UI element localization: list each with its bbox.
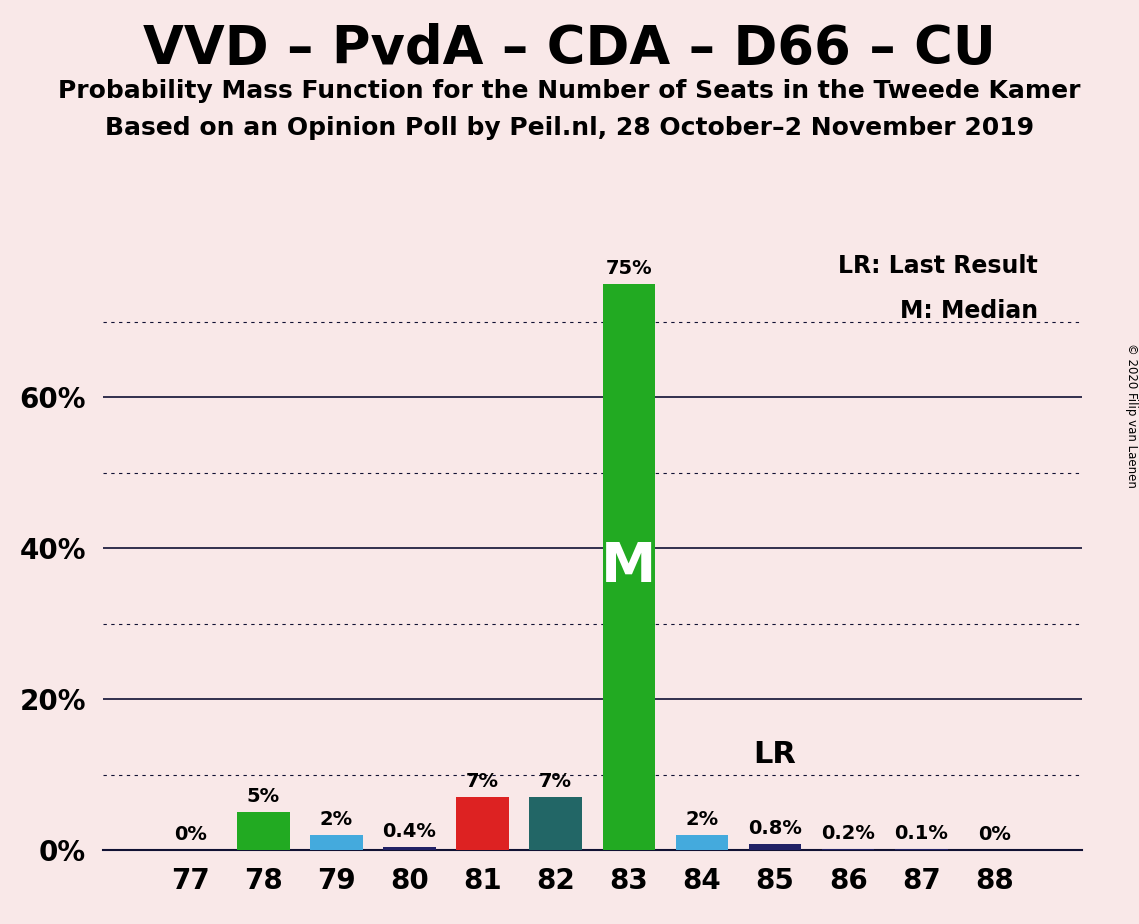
Text: © 2020 Filip van Laenen: © 2020 Filip van Laenen — [1124, 344, 1138, 488]
Bar — [383, 847, 436, 850]
Text: 0%: 0% — [174, 825, 206, 844]
Bar — [675, 835, 728, 850]
Text: LR: Last Result: LR: Last Result — [838, 254, 1038, 277]
Text: 2%: 2% — [320, 810, 353, 829]
Text: 7%: 7% — [466, 772, 499, 791]
Bar — [603, 284, 655, 850]
Text: 5%: 5% — [247, 787, 280, 807]
Text: 2%: 2% — [686, 810, 719, 829]
Bar — [457, 797, 509, 850]
Text: Probability Mass Function for the Number of Seats in the Tweede Kamer: Probability Mass Function for the Number… — [58, 79, 1081, 103]
Text: M: M — [601, 540, 656, 594]
Text: LR: LR — [754, 739, 796, 769]
Bar — [310, 835, 362, 850]
Bar — [748, 844, 802, 850]
Text: 7%: 7% — [539, 772, 572, 791]
Text: 0.4%: 0.4% — [383, 822, 436, 841]
Text: Based on an Opinion Poll by Peil.nl, 28 October–2 November 2019: Based on an Opinion Poll by Peil.nl, 28 … — [105, 116, 1034, 140]
Bar — [822, 848, 875, 850]
Bar — [530, 797, 582, 850]
Bar — [237, 812, 289, 850]
Text: VVD – PvdA – CDA – D66 – CU: VVD – PvdA – CDA – D66 – CU — [144, 23, 995, 75]
Text: M: Median: M: Median — [900, 299, 1038, 323]
Text: 75%: 75% — [606, 259, 653, 278]
Text: 0.2%: 0.2% — [821, 823, 875, 843]
Text: 0.8%: 0.8% — [748, 819, 802, 838]
Text: 0%: 0% — [978, 825, 1010, 844]
Text: 0.1%: 0.1% — [894, 824, 948, 844]
